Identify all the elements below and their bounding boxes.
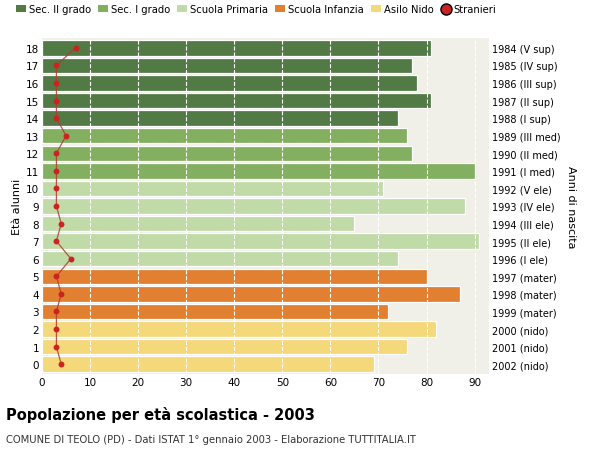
Bar xyxy=(42,94,431,109)
Bar xyxy=(42,58,412,74)
Point xyxy=(52,273,61,280)
Point xyxy=(52,115,61,123)
Point xyxy=(52,150,61,157)
Y-axis label: Età alunni: Età alunni xyxy=(12,179,22,235)
Bar xyxy=(42,41,431,56)
Point xyxy=(52,185,61,193)
Point xyxy=(52,62,61,70)
Point xyxy=(52,308,61,315)
Text: Popolazione per età scolastica - 2003: Popolazione per età scolastica - 2003 xyxy=(6,406,315,422)
Bar xyxy=(42,164,475,179)
Point xyxy=(52,168,61,175)
Bar xyxy=(42,322,436,337)
Point xyxy=(56,361,66,368)
Point xyxy=(56,220,66,228)
Bar xyxy=(42,269,427,285)
Y-axis label: Anni di nascita: Anni di nascita xyxy=(566,165,576,248)
Point xyxy=(56,291,66,298)
Point xyxy=(52,238,61,245)
Point xyxy=(61,133,71,140)
Point xyxy=(52,98,61,105)
Bar xyxy=(42,216,355,232)
Point xyxy=(52,203,61,210)
Bar xyxy=(42,357,374,372)
Bar xyxy=(42,339,407,355)
Point xyxy=(71,45,80,52)
Bar xyxy=(42,304,388,319)
Point xyxy=(66,256,76,263)
Bar xyxy=(42,76,417,91)
Bar xyxy=(42,286,460,302)
Bar xyxy=(42,129,407,144)
Legend: Sec. II grado, Sec. I grado, Scuola Primaria, Scuola Infanzia, Asilo Nido, Stran: Sec. II grado, Sec. I grado, Scuola Prim… xyxy=(16,6,496,16)
Bar xyxy=(42,111,398,127)
Bar xyxy=(42,252,398,267)
Point xyxy=(52,326,61,333)
Bar xyxy=(42,181,383,197)
Bar xyxy=(42,199,465,214)
Bar xyxy=(42,146,412,162)
Point xyxy=(52,80,61,87)
Bar xyxy=(42,234,479,249)
Point xyxy=(52,343,61,351)
Text: COMUNE DI TEOLO (PD) - Dati ISTAT 1° gennaio 2003 - Elaborazione TUTTITALIA.IT: COMUNE DI TEOLO (PD) - Dati ISTAT 1° gen… xyxy=(6,434,416,444)
